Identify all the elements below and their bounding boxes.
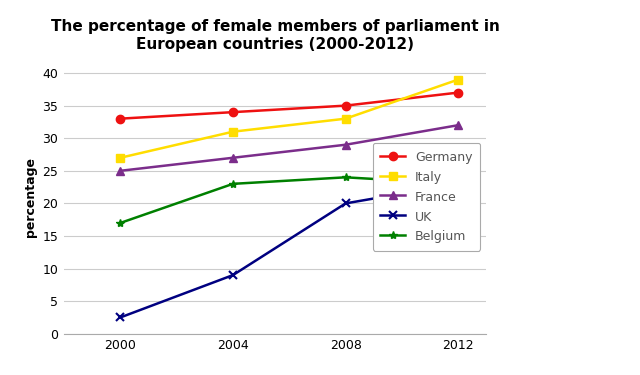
UK [116, 315, 124, 320]
Italy [454, 77, 462, 82]
Germany [342, 104, 349, 108]
Line: France: France [116, 121, 463, 175]
Italy [116, 156, 124, 160]
France [342, 142, 349, 147]
France [454, 123, 462, 128]
UK [229, 273, 237, 278]
France [229, 156, 237, 160]
Italy [229, 129, 237, 134]
Belgium [229, 182, 237, 186]
France [116, 168, 124, 173]
Line: Italy: Italy [116, 75, 463, 162]
Italy [342, 116, 349, 121]
Title: The percentage of female members of parliament in
European countries (2000-2012): The percentage of female members of parl… [51, 20, 500, 52]
Belgium [342, 175, 349, 180]
Germany [116, 116, 124, 121]
Belgium [116, 221, 124, 225]
Line: Belgium: Belgium [116, 173, 463, 227]
Line: UK: UK [116, 180, 463, 322]
Belgium [454, 182, 462, 186]
UK [342, 201, 349, 206]
Legend: Germany, Italy, France, UK, Belgium: Germany, Italy, France, UK, Belgium [372, 143, 480, 251]
Germany [454, 90, 462, 95]
Y-axis label: percentage: percentage [24, 157, 37, 237]
Germany [229, 110, 237, 114]
UK [454, 182, 462, 186]
Line: Germany: Germany [116, 88, 463, 123]
